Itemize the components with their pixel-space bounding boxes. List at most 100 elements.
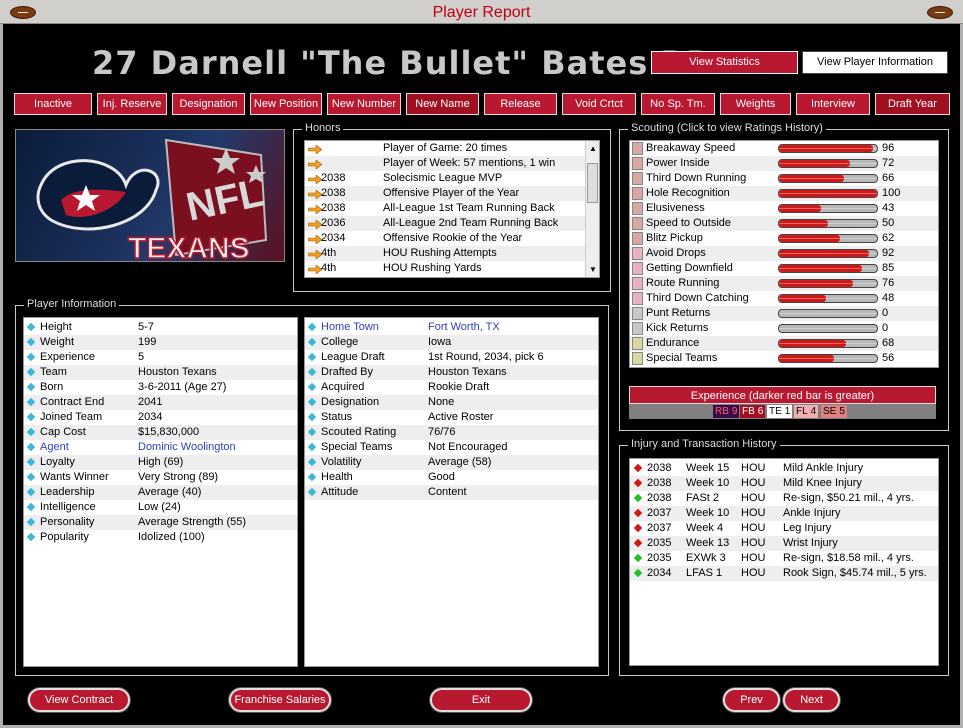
honor-year: 2036 <box>321 217 346 229</box>
prev-label: Prev <box>740 694 763 706</box>
info-row[interactable]: Agent Dominic Woolington <box>24 440 297 455</box>
scouting-row[interactable]: Speed to Outside 50 <box>630 216 938 231</box>
arrow-right-icon <box>307 189 323 200</box>
history-team: HOU <box>741 552 766 564</box>
scouting-row[interactable]: Avoid Drops 92 <box>630 246 938 261</box>
scroll-up-icon[interactable]: ▲ <box>589 144 597 153</box>
prev-button[interactable]: Prev <box>723 688 780 712</box>
honor-row[interactable]: Player of Game: 20 times <box>305 141 585 156</box>
info-row[interactable]: Home Town Fort Worth, TX <box>305 320 598 335</box>
action-button[interactable]: New Name <box>406 93 479 115</box>
action-button[interactable]: Void Crtct <box>562 93 636 115</box>
scouting-list[interactable]: Breakaway Speed 96 Power Inside 72 Third Dow… <box>629 140 939 368</box>
rating-bar <box>778 189 878 198</box>
honor-row[interactable]: 4th HOU Rushing Yards <box>305 261 585 276</box>
action-button-label: Draft Year <box>888 98 937 110</box>
info-value: Very Strong (89) <box>138 471 219 483</box>
scouting-row[interactable]: Hole Recognition 100 <box>630 186 938 201</box>
transaction-icon <box>633 553 643 563</box>
info-row: Height 5-7 <box>24 320 297 335</box>
scouting-row[interactable]: Third Down Catching 48 <box>630 291 938 306</box>
info-value: Content <box>428 486 467 498</box>
scouting-row[interactable]: Punt Returns 0 <box>630 306 938 321</box>
exit-button[interactable]: Exit <box>430 688 532 712</box>
diamond-bullet-icon <box>26 472 36 482</box>
action-button[interactable]: Interview <box>796 93 870 115</box>
scroll-thumb[interactable] <box>587 163 598 203</box>
history-when: Week 13 <box>686 537 730 549</box>
scouting-row[interactable]: Blitz Pickup 62 <box>630 231 938 246</box>
info-row: Special Teams Not Encouraged <box>305 440 598 455</box>
info-key: Acquired <box>321 381 365 393</box>
history-team: HOU <box>741 462 766 474</box>
honor-row[interactable]: 4th HOU Rushing Attempts <box>305 246 585 261</box>
arrow-right-icon <box>307 219 323 230</box>
rating-bar <box>778 159 878 168</box>
rating-bar <box>778 264 878 273</box>
info-row: Attitude Content <box>305 485 598 500</box>
info-row: Scouted Rating 76/76 <box>305 425 598 440</box>
info-key: Team <box>40 366 67 378</box>
view-statistics-button[interactable]: View Statistics <box>651 51 798 74</box>
scouting-row[interactable]: Elusiveness 43 <box>630 201 938 216</box>
info-row: Loyalty High (69) <box>24 455 297 470</box>
history-year: 2037 <box>647 507 672 519</box>
transaction-icon <box>633 568 643 578</box>
action-button[interactable]: No Sp. Tm. <box>641 93 715 115</box>
honor-row[interactable]: 2038 Offensive Player of the Year <box>305 186 585 201</box>
honor-row[interactable]: Player of Week: 57 mentions, 1 win <box>305 156 585 171</box>
action-button[interactable]: Weights <box>720 93 791 115</box>
arrow-right-icon <box>307 174 323 185</box>
honor-row[interactable]: 2034 Offensive Rookie of the Year <box>305 231 585 246</box>
info-key: Agent <box>40 441 69 453</box>
scouting-row[interactable]: Breakaway Speed 96 <box>630 141 938 156</box>
info-key: College <box>321 336 359 348</box>
scouting-row[interactable]: Route Running 76 <box>630 276 938 291</box>
rating-value: 50 <box>882 217 895 229</box>
scouting-row[interactable]: Kick Returns 0 <box>630 321 938 336</box>
franchise-salaries-button[interactable]: Franchise Salaries <box>229 688 331 712</box>
history-year: 2038 <box>647 492 672 504</box>
honor-text: HOU Rushing Attempts <box>383 247 497 259</box>
action-button[interactable]: New Position <box>250 93 322 115</box>
scouting-row[interactable]: Getting Downfield 85 <box>630 261 938 276</box>
rating-value: 0 <box>882 307 889 319</box>
scroll-down-icon[interactable]: ▼ <box>589 265 597 274</box>
scouting-row[interactable]: Endurance 68 <box>630 336 938 351</box>
honors-list[interactable]: Player of Game: 20 times Player of Week: … <box>304 140 600 278</box>
next-label: Next <box>800 694 823 706</box>
honor-row[interactable]: 2038 Solecismic League MVP <box>305 171 585 186</box>
action-button-label: New Name <box>415 98 470 110</box>
diamond-bullet-icon <box>26 502 36 512</box>
action-button[interactable]: Inj. Reserve <box>97 93 167 115</box>
info-row: Status Active Roster <box>305 410 598 425</box>
honors-scrollbar[interactable]: ▲ ▼ <box>585 141 599 277</box>
action-button[interactable]: Inactive <box>14 93 92 115</box>
next-button[interactable]: Next <box>783 688 840 712</box>
honor-row[interactable]: 2038 All-League 1st Team Running Back <box>305 201 585 216</box>
info-value[interactable]: Fort Worth, TX <box>428 321 500 333</box>
rating-bar <box>778 339 878 348</box>
info-key: Joined Team <box>40 411 103 423</box>
view-contract-button[interactable]: View Contract <box>28 688 130 712</box>
honor-row[interactable]: 2036 All-League 2nd Team Running Back <box>305 216 585 231</box>
scouting-row[interactable]: Special Teams 56 <box>630 351 938 366</box>
view-player-information-button[interactable]: View Player Information <box>802 51 948 74</box>
info-value[interactable]: Dominic Woolington <box>138 441 236 453</box>
action-button[interactable]: Draft Year <box>875 93 950 115</box>
action-button[interactable]: New Number <box>327 93 401 115</box>
rating-swatch <box>632 217 643 230</box>
action-button[interactable]: Release <box>484 93 557 115</box>
history-team: HOU <box>741 477 766 489</box>
info-value: None <box>428 396 455 408</box>
team-wordmark: TEXANS <box>128 232 250 262</box>
info-value: 5 <box>138 351 145 363</box>
experience-tag: TE 1 <box>767 405 793 418</box>
scouting-row[interactable]: Third Down Running 66 <box>630 171 938 186</box>
experience-position: SE <box>823 406 837 417</box>
diamond-bullet-icon <box>26 337 36 347</box>
action-button[interactable]: Designation <box>172 93 245 115</box>
info-key: Weight <box>40 336 75 348</box>
scouting-row[interactable]: Power Inside 72 <box>630 156 938 171</box>
rating-bar-fill <box>779 190 877 197</box>
